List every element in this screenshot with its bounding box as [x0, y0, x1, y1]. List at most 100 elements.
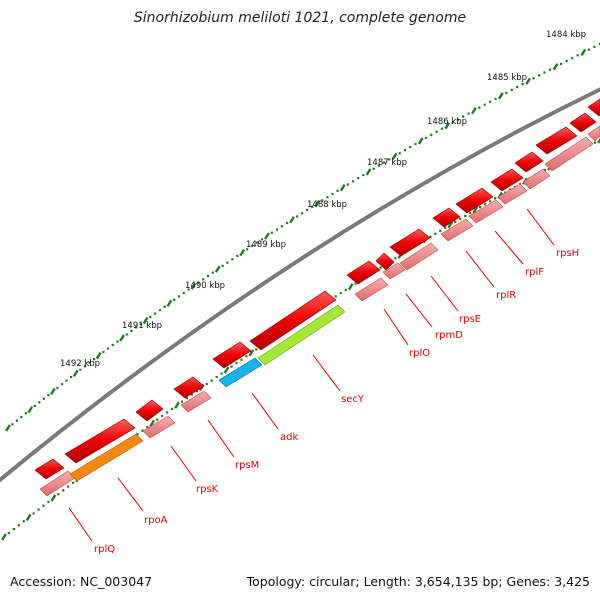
gene-block[interactable] — [34, 458, 65, 480]
gene-label-rplQ[interactable]: rplQ — [94, 544, 115, 555]
scale-label-1485: 1485 kbp — [487, 73, 527, 83]
gene-block[interactable] — [544, 136, 594, 172]
inner-scale-minor-tick — [141, 429, 144, 432]
gene-block[interactable] — [173, 376, 205, 399]
inner-scale-minor-tick — [469, 211, 472, 215]
outer-scale-minor-tick — [430, 133, 433, 136]
outer-scale-minor-tick — [587, 48, 590, 51]
leader-rplR — [465, 250, 495, 288]
gene-rpsH-block[interactable] — [497, 183, 528, 205]
inner-scale-minor-tick — [190, 393, 193, 396]
inner-scale-minor-tick — [344, 288, 347, 292]
gene-label-rpsH[interactable]: rpsH — [556, 248, 579, 259]
gene-rpmD-block[interactable] — [382, 262, 406, 280]
outer-scale-minor-tick — [483, 103, 486, 106]
gene-block[interactable] — [587, 98, 600, 117]
inner-scale-minor-tick — [146, 425, 149, 429]
outer-scale-minor-tick — [163, 305, 166, 308]
gene-label-rpsM[interactable]: rpsM — [235, 460, 259, 471]
inner-scale-minor-tick — [170, 407, 174, 410]
gene-rpsE-block[interactable] — [399, 242, 439, 271]
gene-label-rplR[interactable]: rplR — [496, 290, 516, 301]
gene-rpsK-block[interactable] — [142, 415, 176, 439]
gene-block[interactable] — [587, 125, 600, 142]
gene-rplO-block[interactable] — [354, 277, 389, 302]
inner-scale-minor-tick — [7, 531, 11, 535]
outer-scale-minor-tick — [494, 97, 497, 100]
inner-scale-minor-tick — [339, 292, 342, 295]
gene-secY-block[interactable] — [257, 304, 346, 366]
outer-scale-minor-tick — [548, 68, 552, 71]
genome-summary-text: Topology: circular; Length: 3,654,135 bp… — [246, 574, 590, 589]
gene-label-rplF[interactable]: rplF — [525, 267, 544, 278]
outer-scale-minor-tick — [398, 152, 401, 155]
inner-scale-major-tick — [50, 494, 57, 502]
gene-label-rpmD[interactable]: rpmD — [435, 330, 463, 341]
outer-scale-minor-tick — [311, 205, 314, 208]
outer-scale-major-tick — [365, 168, 372, 176]
outer-scale-minor-tick — [79, 368, 82, 371]
gene-label-rpsE[interactable]: rpsE — [459, 314, 481, 325]
leader-rpsM — [207, 419, 235, 458]
gene-block[interactable] — [535, 126, 578, 155]
gene-block[interactable] — [569, 112, 597, 133]
gene-block[interactable] — [455, 187, 494, 214]
outer-scale-minor-tick — [532, 77, 535, 80]
gene-rplR-block[interactable] — [440, 218, 474, 242]
gene-labels: rplQ rpoA rpsK rpsM adk secY rplO rpmD r… — [94, 248, 579, 555]
leader-rplQ — [68, 507, 93, 542]
upper-gene-blocks — [34, 98, 600, 480]
inner-scale-minor-tick — [464, 214, 467, 217]
outer-scale-minor-tick — [543, 71, 546, 74]
gene-block[interactable] — [522, 168, 551, 190]
gene-block[interactable] — [490, 168, 524, 192]
gene-rpsM-block[interactable] — [180, 390, 212, 413]
outer-scale-minor-tick — [571, 57, 574, 60]
gene-block[interactable] — [135, 399, 164, 422]
inner-scale-minor-tick — [240, 358, 243, 361]
gene-adk-block[interactable] — [218, 357, 263, 388]
outer-scale-minor-tick — [56, 386, 59, 389]
inner-scale-minor-tick — [354, 282, 357, 285]
gene-rpoA-block[interactable] — [69, 433, 144, 482]
inner-scale-major-tick — [25, 513, 32, 521]
inner-scale-minor-tick — [47, 500, 50, 503]
gene-block[interactable] — [249, 290, 337, 351]
gene-block[interactable] — [432, 207, 461, 228]
outer-scale-minor-tick — [435, 130, 438, 133]
gene-block[interactable] — [64, 418, 136, 464]
gene-rplF-block[interactable] — [468, 199, 504, 224]
outer-scale-major-tick — [580, 48, 587, 57]
inner-scale-minor-tick — [161, 414, 164, 418]
gene-label-adk[interactable]: adk — [280, 432, 298, 443]
outer-scale-minor-tick — [149, 315, 152, 319]
outer-scale-minor-tick — [15, 419, 19, 422]
inner-scale-minor-tick — [245, 355, 248, 358]
gene-label-rpsK[interactable]: rpsK — [196, 484, 219, 495]
gene-block[interactable] — [514, 151, 544, 173]
outer-scale-minor-tick — [88, 361, 91, 364]
outer-scale-minor-tick — [377, 164, 380, 167]
outer-scale-major-tick — [471, 107, 477, 115]
gene-label-rpoA[interactable]: rpoA — [144, 515, 168, 526]
outer-scale-minor-tick — [38, 401, 41, 404]
gene-label-rplO[interactable]: rplO — [409, 348, 430, 359]
gene-block[interactable] — [346, 260, 381, 285]
outer-scale-minor-tick — [388, 158, 391, 161]
inner-scale-major-tick — [472, 206, 479, 214]
inner-scale-minor-tick — [235, 362, 238, 365]
scale-labels: 1484 kbp 1485 kbp 1486 kbp 1487 kbp 1488… — [60, 30, 586, 369]
gene-label-secY[interactable]: secY — [341, 394, 365, 405]
outer-scale-minor-tick — [295, 215, 299, 218]
outer-scale-major-tick — [72, 369, 79, 378]
gene-block[interactable] — [389, 228, 431, 257]
inner-scale-minor-tick — [454, 220, 457, 223]
outer-scale-minor-tick — [565, 59, 568, 63]
inner-scale-minor-tick — [394, 257, 397, 260]
scale-label-1489: 1489 kbp — [246, 240, 286, 250]
inner-scale-minor-tick — [434, 232, 437, 235]
gene-block[interactable] — [375, 252, 395, 271]
inner-scale-minor-tick — [166, 411, 169, 414]
gene-block[interactable] — [212, 341, 252, 369]
